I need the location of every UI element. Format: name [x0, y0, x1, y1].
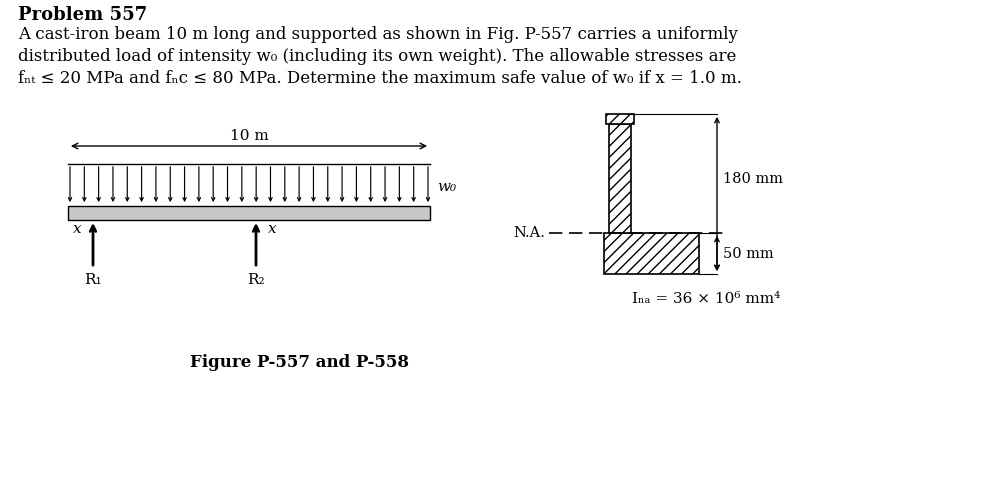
Text: A cast-iron beam 10 m long and supported as shown in Fig. P-557 carries a unifor: A cast-iron beam 10 m long and supported…: [18, 26, 738, 43]
Bar: [68, 206, 430, 220]
Bar: [604, 233, 699, 274]
Text: fₙₜ ≤ 20 MPa and fₙc ≤ 80 MPa. Determine the maximum safe value of w₀ if x = 1.0: fₙₜ ≤ 20 MPa and fₙc ≤ 80 MPa. Determine…: [18, 70, 742, 87]
Text: w₀: w₀: [437, 180, 457, 194]
Text: Iₙₐ = 36 × 10⁶ mm⁴: Iₙₐ = 36 × 10⁶ mm⁴: [633, 292, 780, 306]
Text: Figure P-557 and P-558: Figure P-557 and P-558: [191, 354, 409, 371]
Bar: [606, 114, 634, 124]
Text: R₂: R₂: [247, 273, 265, 287]
Text: x: x: [268, 222, 277, 236]
Text: Problem 557: Problem 557: [18, 6, 148, 24]
Text: N.A.: N.A.: [513, 226, 545, 240]
Text: 10 m: 10 m: [229, 129, 269, 143]
Text: distributed load of intensity w₀ (including its own weight). The allowable stres: distributed load of intensity w₀ (includ…: [18, 48, 736, 65]
Bar: [609, 124, 631, 233]
Text: x: x: [73, 222, 82, 236]
Text: 50 mm: 50 mm: [723, 246, 773, 260]
Text: R₁: R₁: [85, 273, 101, 287]
Text: 180 mm: 180 mm: [723, 172, 783, 186]
